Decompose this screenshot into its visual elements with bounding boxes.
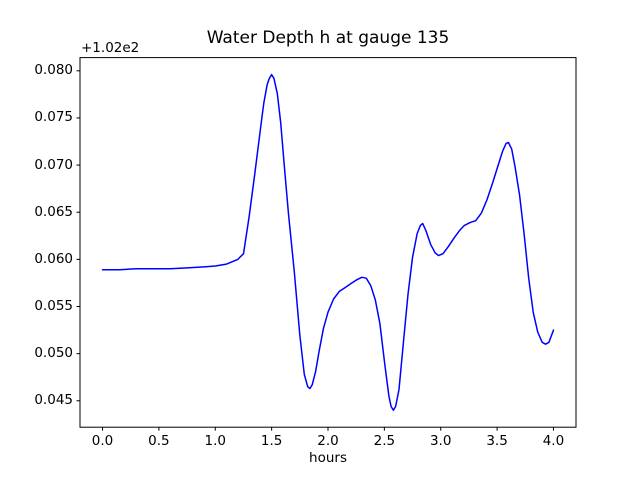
y-tick-label: 0.080 [34, 62, 73, 79]
depth-line [101, 73, 555, 411]
x-tick-label: 4.0 [542, 433, 565, 450]
x-tick-label: 2.5 [373, 433, 396, 450]
chart-title: Water Depth h at gauge 135 [206, 28, 450, 48]
x-tick-label: 0.0 [91, 433, 114, 450]
y-axis-offset-label: +1.02e2 [81, 40, 140, 56]
x-tick-label: 1.0 [204, 433, 226, 450]
x-tick-label: 1.5 [260, 433, 283, 450]
y-tick-label: 0.045 [34, 392, 73, 409]
x-tick-label: 3.5 [486, 433, 508, 450]
y-tick-label: 0.065 [34, 203, 73, 220]
y-tick-label: 0.075 [34, 109, 73, 126]
x-tick-label: 3.0 [429, 433, 452, 450]
x-tick-label: 0.5 [148, 433, 170, 450]
y-tick-label: 0.060 [34, 250, 73, 267]
y-tick-label: 0.050 [34, 345, 73, 362]
axis-tick-marks [76, 70, 554, 431]
y-tick-label: 0.070 [34, 156, 73, 173]
x-axis-label: hours [309, 450, 347, 466]
y-tick-label: 0.055 [34, 298, 73, 314]
x-tick-label: 2.0 [317, 433, 339, 450]
plot-frame [79, 57, 577, 428]
